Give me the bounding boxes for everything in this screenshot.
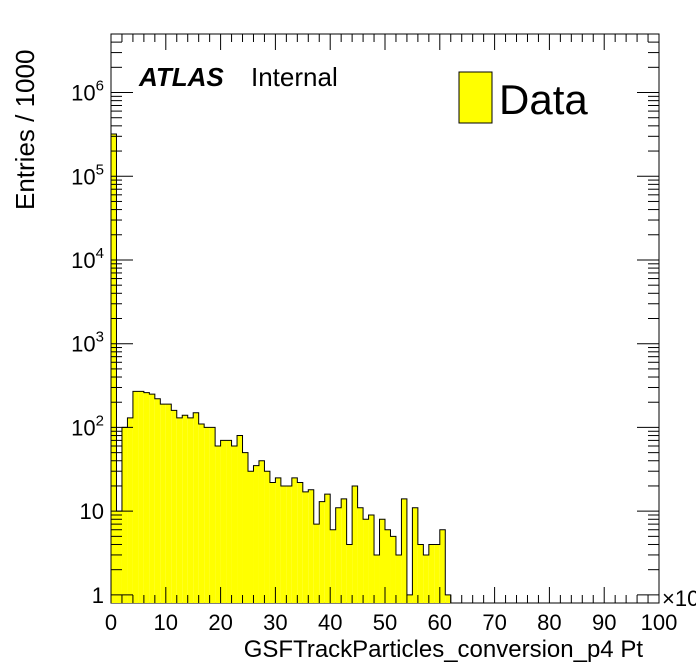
internal-label: Internal [251,62,338,92]
histogram-bar [248,471,254,603]
y-tick-labels: 1 10 102 103 104 105 106 [71,78,104,608]
histogram-bar [308,489,314,603]
x-tick-label: 100 [641,610,678,635]
y-tick-label: 105 [71,161,104,189]
y-tick-label: 104 [71,245,104,273]
histogram-bar [357,507,364,603]
histogram-bar [231,446,238,603]
y-tick-label: 102 [71,412,104,440]
histogram-bar [160,404,166,603]
histogram-bar [423,554,429,603]
x-axis-title: GSFTrackParticles_conversion_p4 Pt [244,636,644,663]
histogram-bar [143,392,150,603]
y-tick-label: 103 [71,329,104,357]
histogram-bar [226,440,232,603]
histogram-bar [385,529,391,603]
histogram-bar [193,412,199,603]
y-axis-title: Entries / 1000 [10,50,40,210]
histogram-bar [330,529,336,603]
histogram-bar [374,554,380,603]
x-tick-label: 10 [154,610,178,635]
x-tick-label: 20 [208,610,232,635]
histogram-bar [258,460,265,603]
histogram-bar [297,482,303,603]
histogram-bars [111,133,451,603]
y-tick-label: 106 [71,78,104,106]
histogram-bar [165,404,172,603]
histogram-bar [363,519,369,603]
histogram-bar [324,494,331,603]
histogram-bar [198,423,205,603]
x-tick-label: 80 [537,610,561,635]
x-tick-label: 40 [318,610,342,635]
histogram-bar [138,391,144,603]
atlas-label: ATLAS [138,62,224,92]
histogram-bar [154,398,161,603]
histogram-bar [406,594,413,603]
histogram-bar [280,485,287,603]
histogram-bar [439,529,446,603]
histogram-outline [110,133,659,604]
x-tick-labels: 0 10 20 30 40 50 60 70 80 90 100 [105,610,677,635]
histogram-bar [182,415,188,603]
y-axis-ticks [111,33,659,596]
histogram-bar [412,507,418,603]
histogram-bar [204,427,210,603]
histogram-bar [352,485,358,603]
histogram-bar [445,594,451,603]
histogram-bar [434,544,440,603]
histogram-bar [242,452,248,603]
histogram-bar [401,498,407,603]
histogram-bar [390,536,396,603]
x-tick-label: 50 [373,610,397,635]
histogram-bar [275,477,281,603]
histogram-bar [116,511,122,603]
legend-swatch [458,71,493,124]
histogram-bar [237,435,243,603]
histogram-bar [220,440,227,603]
x-tick-label: 90 [592,610,616,635]
y-tick-label: 10 [80,499,104,524]
histogram-bar [253,465,259,603]
histogram-bar [291,477,298,603]
x-tick-label: 60 [428,610,452,635]
x-axis-multiplier: ×10³ [662,586,696,611]
histogram-bar [319,501,325,603]
histogram-bar [121,427,128,603]
histogram-bar [171,410,177,603]
histogram-bar [269,482,276,603]
histogram-bar [176,417,183,603]
x-tick-label: 30 [263,610,287,635]
x-tick-label: 0 [105,610,117,635]
histogram-bar [428,544,435,603]
histogram-bar [417,544,424,603]
legend-label: Data [499,76,588,123]
y-tick-label: 1 [92,583,104,608]
histogram-bar [132,391,139,603]
histogram-bar [368,514,375,603]
histogram-bar [341,498,347,603]
histogram-bar [302,491,309,603]
histogram-bar [346,544,353,603]
histogram-bar [127,417,133,603]
histogram-bar [395,554,402,603]
histogram-bar [313,524,320,603]
histogram-bar [286,485,292,603]
histogram-bar [209,427,216,603]
histogram-bar [149,394,155,603]
x-tick-label: 70 [482,610,506,635]
histogram-bar [215,446,221,603]
histogram-bar [264,471,270,603]
histogram-bar [187,417,194,603]
histogram-bar [335,507,342,603]
histogram-bar [379,519,385,603]
